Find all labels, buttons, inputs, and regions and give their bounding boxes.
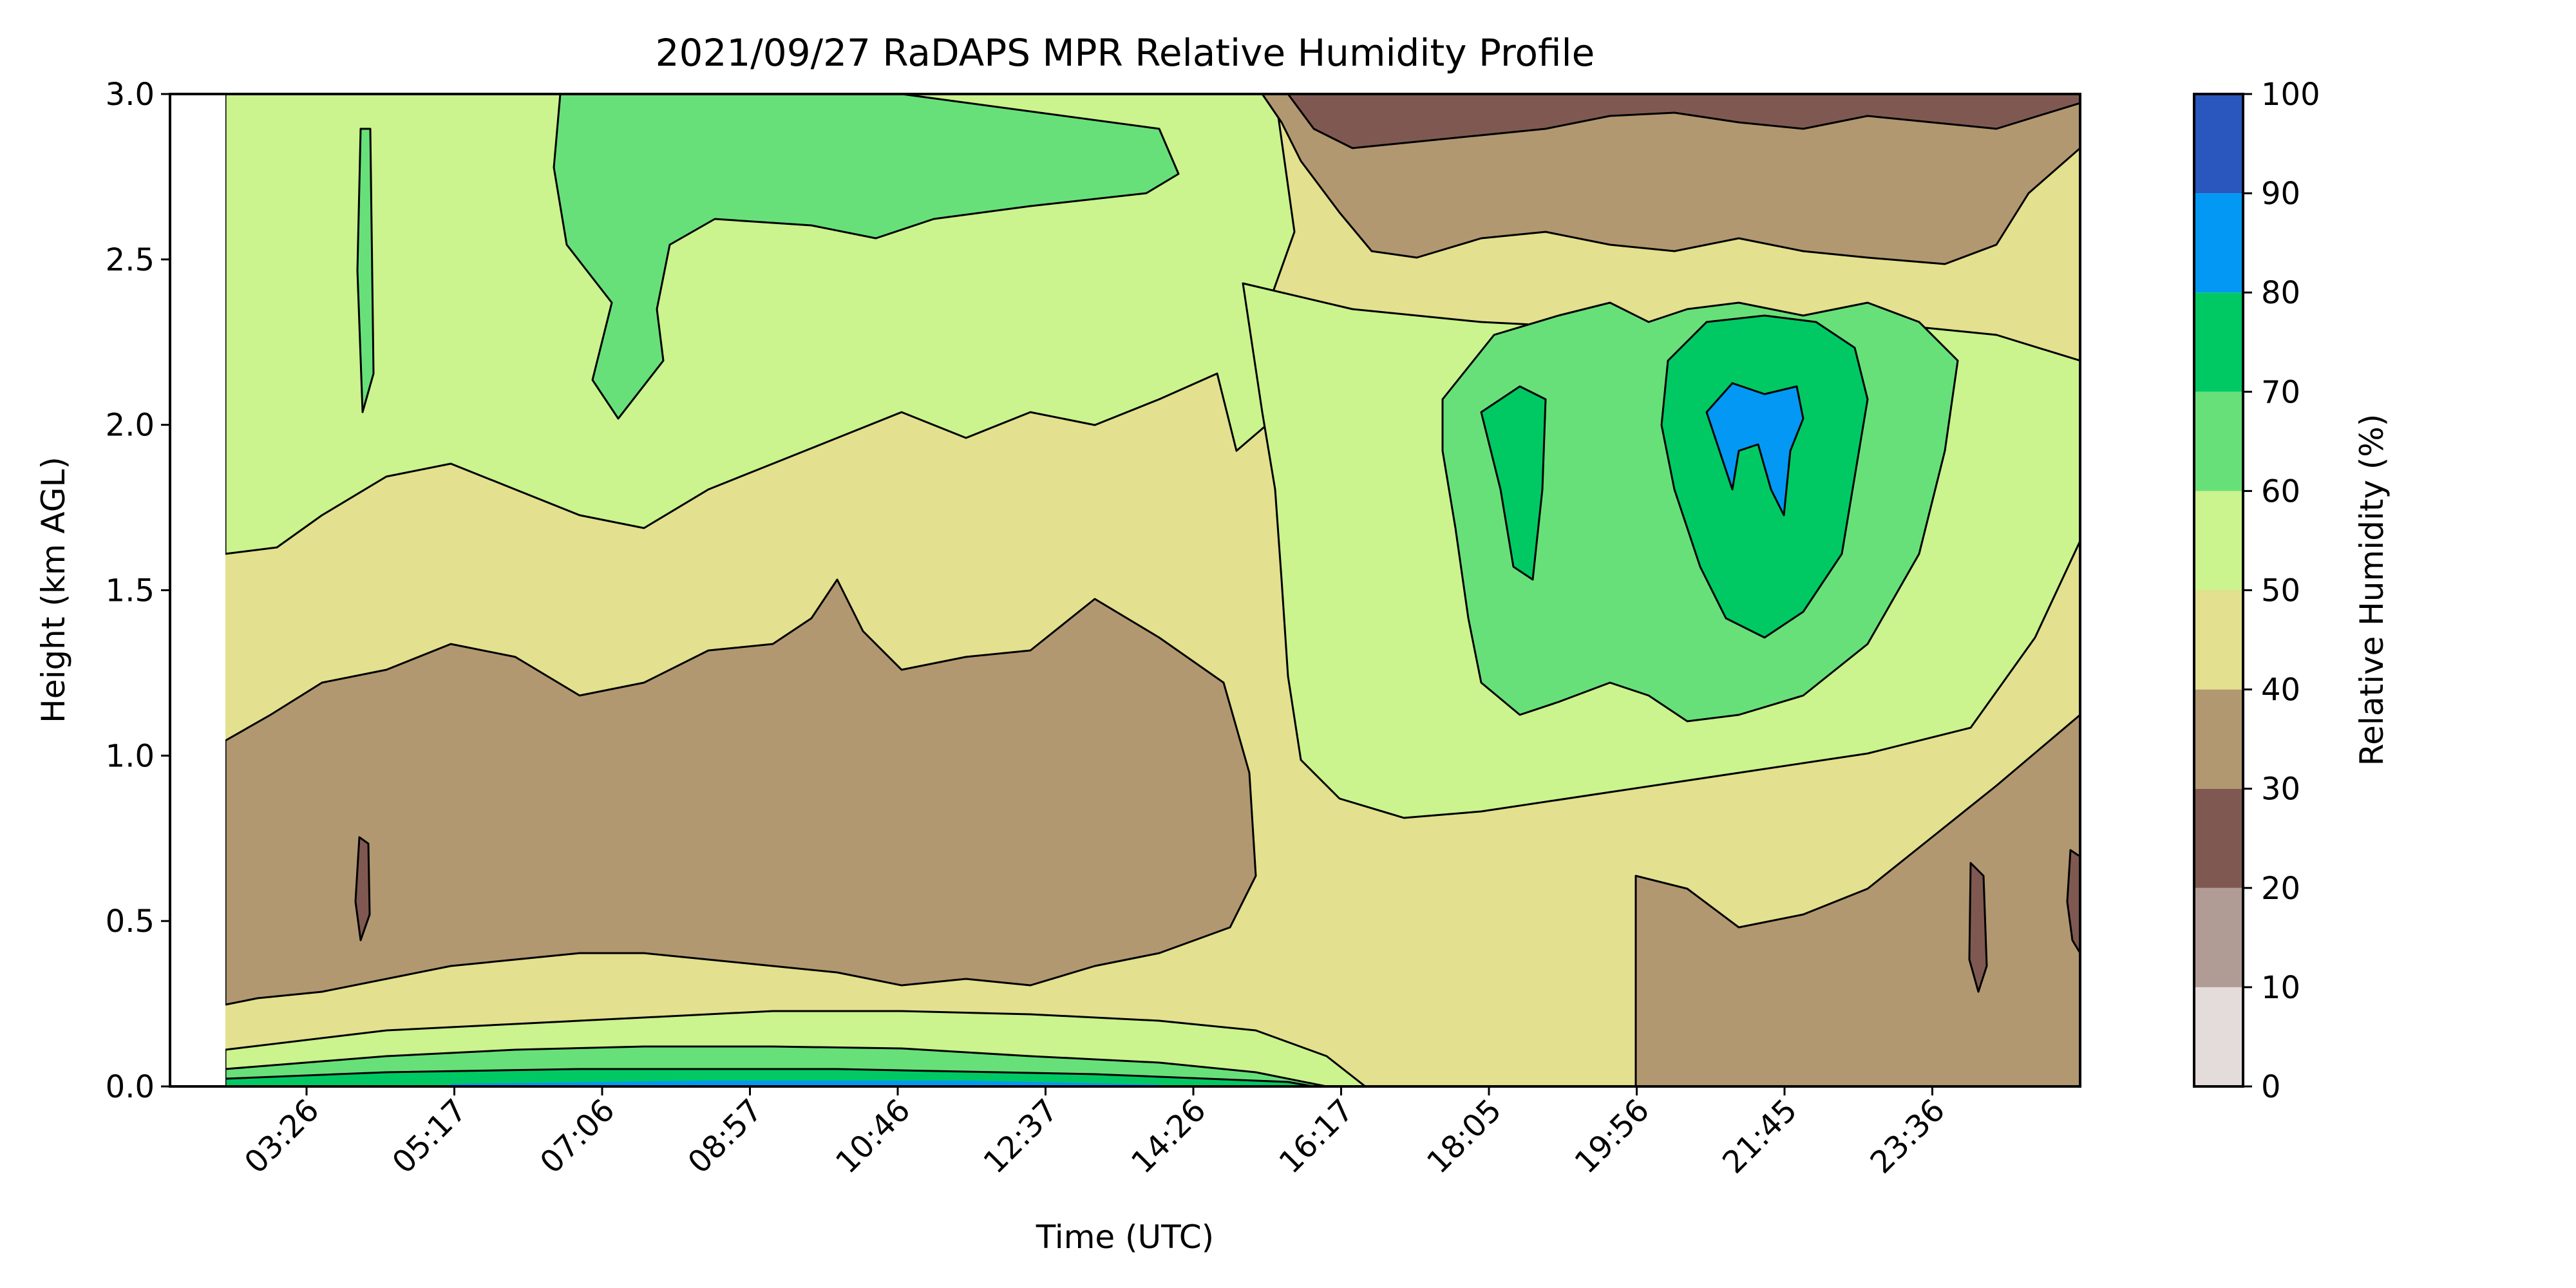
x-tick-label: 19:56 <box>1568 1092 1656 1180</box>
colorbar-tick-label: 10 <box>2261 970 2300 1006</box>
y-tick-label: 2.5 <box>106 242 155 278</box>
colorbar <box>2194 94 2243 1086</box>
contour-band-20-30-right-lens-2 <box>2066 849 2080 954</box>
colorbar-tick-label: 100 <box>2261 77 2320 113</box>
colorbar-tick-label: 80 <box>2261 275 2300 311</box>
x-tick-label: 21:45 <box>1716 1092 1804 1180</box>
colorbar-tick-label: 20 <box>2261 871 2300 907</box>
contour-band-20-30-left-lens <box>354 836 371 942</box>
colorbar-bin <box>2194 987 2243 1086</box>
colorbar-tick-label: 50 <box>2261 573 2300 609</box>
contour-band-20-30-right-lens-1 <box>1968 862 1988 993</box>
x-tick-label: 10:46 <box>829 1092 917 1180</box>
missing-data-gap <box>171 94 225 1086</box>
colorbar-bin <box>2194 590 2243 690</box>
x-tick-label: 23:36 <box>1864 1092 1952 1180</box>
contour-band-80-90-lower <box>451 1081 1159 1086</box>
colorbar-tick-label: 0 <box>2261 1069 2281 1105</box>
chart-title: 2021/09/27 RaDAPS MPR Relative Humidity … <box>656 31 1595 75</box>
contour-band-70-80-right-core <box>1660 314 1869 639</box>
contour-band-30-40-lower-left <box>224 578 1257 1006</box>
y-tick-label: 3.0 <box>106 77 155 113</box>
x-axis: 03:26 05:17 07:06 08:57 10:46 12:37 14:26 16:17… <box>238 1086 1952 1180</box>
x-tick-label: 07:06 <box>533 1092 621 1180</box>
colorbar-bin <box>2194 491 2243 591</box>
x-tick-label: 18:05 <box>1420 1092 1508 1180</box>
y-axis: 0.0 0.5 1.0 1.5 2.0 2.5 3.0 <box>106 77 170 1105</box>
x-tick-label: 08:57 <box>681 1092 770 1180</box>
contour-band-30-40-lower-right <box>1634 714 2080 1086</box>
colorbar-bin <box>2194 689 2243 789</box>
x-axis-label: Time (UTC) <box>1036 1218 1214 1256</box>
x-tick-label: 16:17 <box>1273 1092 1361 1180</box>
contour-band-80-90-right-spot <box>1705 382 1804 516</box>
y-tick-label: 0.5 <box>106 904 155 940</box>
contour-band-20-30-top <box>1287 94 2080 149</box>
contour-band-60-70-left-strip <box>356 128 375 413</box>
colorbar-bin <box>2194 392 2243 491</box>
contour-band-70-80-right-patch <box>1480 385 1547 581</box>
contour-band-60-70-upper-left <box>553 94 1180 420</box>
y-tick-label: 2.0 <box>106 408 155 444</box>
colorbar-ticks: 0 10 20 30 40 50 60 70 80 90 100 <box>2243 77 2320 1105</box>
contour-band-70-80-lower <box>224 1068 1315 1086</box>
colorbar-tick-label: 60 <box>2261 473 2300 509</box>
colorbar-tick-label: 30 <box>2261 772 2300 808</box>
y-tick-label: 1.0 <box>106 738 155 774</box>
colorbar-tick-label: 40 <box>2261 672 2300 708</box>
x-tick-label: 03:26 <box>238 1092 326 1180</box>
colorbar-bin <box>2194 887 2243 987</box>
colorbar-bin <box>2194 788 2243 888</box>
x-tick-label: 14:26 <box>1124 1092 1213 1180</box>
colorbar-tick-label: 90 <box>2261 176 2300 212</box>
colorbar-tick-label: 70 <box>2261 374 2300 410</box>
y-axis-label: Height (km AGL) <box>35 457 72 723</box>
y-tick-label: 0.0 <box>106 1069 155 1105</box>
x-tick-label: 05:17 <box>386 1092 474 1180</box>
colorbar-bin <box>2194 193 2243 293</box>
y-tick-label: 1.5 <box>106 573 155 609</box>
colorbar-label: Relative Humidity (%) <box>2353 414 2391 766</box>
colorbar-bin <box>2194 94 2243 194</box>
x-tick-label: 12:37 <box>977 1092 1065 1180</box>
colorbar-bin <box>2194 292 2243 392</box>
